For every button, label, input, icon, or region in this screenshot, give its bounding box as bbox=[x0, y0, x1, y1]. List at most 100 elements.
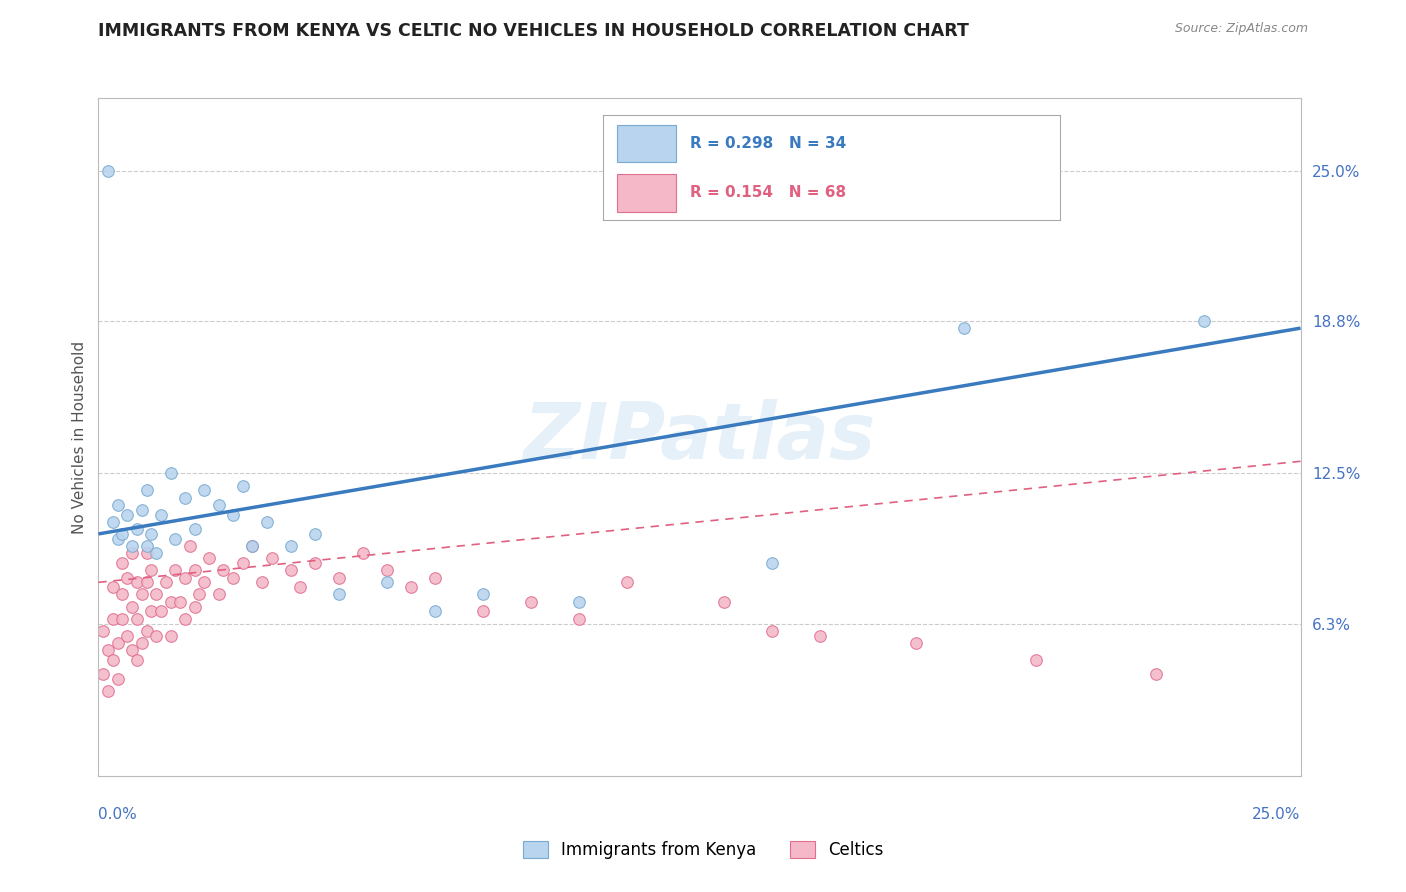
Point bbox=[91, 667, 114, 681]
Point bbox=[198, 551, 221, 566]
Point bbox=[149, 604, 172, 618]
Point bbox=[121, 539, 143, 553]
Point bbox=[131, 502, 153, 516]
Point bbox=[141, 527, 163, 541]
Point bbox=[135, 624, 157, 638]
Point bbox=[145, 629, 167, 643]
Point bbox=[117, 570, 139, 584]
Point bbox=[1144, 667, 1167, 681]
Point bbox=[183, 522, 205, 536]
Point bbox=[135, 539, 157, 553]
Point bbox=[101, 515, 124, 529]
Point bbox=[1194, 314, 1216, 328]
Point bbox=[375, 563, 398, 577]
Point bbox=[107, 532, 129, 546]
Text: 25.0%: 25.0% bbox=[1253, 807, 1301, 822]
Text: 0.0%: 0.0% bbox=[98, 807, 138, 822]
Point bbox=[97, 643, 120, 657]
Point bbox=[117, 508, 139, 522]
Point bbox=[149, 508, 172, 522]
Point bbox=[145, 546, 167, 560]
Point bbox=[107, 498, 129, 512]
Point bbox=[328, 570, 350, 584]
Point bbox=[232, 478, 254, 492]
Text: Source: ZipAtlas.com: Source: ZipAtlas.com bbox=[1174, 22, 1308, 36]
Point bbox=[808, 629, 831, 643]
Point bbox=[188, 587, 211, 601]
Point bbox=[169, 595, 191, 609]
Point bbox=[111, 587, 134, 601]
Point bbox=[107, 672, 129, 686]
Point bbox=[193, 575, 215, 590]
Point bbox=[97, 684, 120, 698]
Point bbox=[568, 612, 591, 626]
Point bbox=[159, 467, 181, 481]
Point bbox=[904, 636, 927, 650]
Point bbox=[155, 575, 177, 590]
Point bbox=[472, 587, 495, 601]
Point bbox=[399, 580, 422, 594]
Point bbox=[280, 563, 302, 577]
Point bbox=[256, 515, 278, 529]
Point bbox=[125, 522, 148, 536]
Point bbox=[121, 643, 143, 657]
Point bbox=[260, 551, 283, 566]
Point bbox=[135, 483, 157, 498]
Point bbox=[159, 629, 181, 643]
Point bbox=[352, 546, 374, 560]
Point bbox=[423, 604, 446, 618]
Point bbox=[240, 539, 263, 553]
Point bbox=[280, 539, 302, 553]
Point bbox=[117, 629, 139, 643]
Point bbox=[165, 532, 187, 546]
Point bbox=[713, 595, 735, 609]
Point bbox=[131, 636, 153, 650]
Point bbox=[125, 653, 148, 667]
Point bbox=[141, 604, 163, 618]
Point bbox=[97, 163, 120, 178]
Point bbox=[304, 527, 326, 541]
Text: IMMIGRANTS FROM KENYA VS CELTIC NO VEHICLES IN HOUSEHOLD CORRELATION CHART: IMMIGRANTS FROM KENYA VS CELTIC NO VEHIC… bbox=[98, 22, 969, 40]
Point bbox=[101, 580, 124, 594]
Point bbox=[240, 539, 263, 553]
Point bbox=[208, 498, 231, 512]
Point bbox=[761, 624, 783, 638]
Point bbox=[131, 587, 153, 601]
Point bbox=[183, 599, 205, 614]
Text: ZIPatlas: ZIPatlas bbox=[523, 399, 876, 475]
Point bbox=[135, 546, 157, 560]
Point bbox=[212, 563, 235, 577]
Point bbox=[125, 612, 148, 626]
Point bbox=[111, 527, 134, 541]
Point bbox=[174, 491, 197, 505]
Point bbox=[1025, 653, 1047, 667]
Point bbox=[290, 580, 312, 594]
Point bbox=[125, 575, 148, 590]
Point bbox=[423, 570, 446, 584]
Point bbox=[159, 595, 181, 609]
Point bbox=[208, 587, 231, 601]
Point bbox=[111, 612, 134, 626]
Point bbox=[472, 604, 495, 618]
Point bbox=[222, 570, 245, 584]
Point bbox=[222, 508, 245, 522]
Point bbox=[107, 636, 129, 650]
Point bbox=[101, 653, 124, 667]
Point bbox=[183, 563, 205, 577]
Point bbox=[121, 546, 143, 560]
Point bbox=[232, 556, 254, 570]
Y-axis label: No Vehicles in Household: No Vehicles in Household bbox=[72, 341, 87, 533]
Point bbox=[174, 570, 197, 584]
Point bbox=[101, 612, 124, 626]
Point bbox=[616, 575, 638, 590]
Point bbox=[568, 595, 591, 609]
Point bbox=[761, 556, 783, 570]
Point bbox=[375, 575, 398, 590]
Legend: Immigrants from Kenya, Celtics: Immigrants from Kenya, Celtics bbox=[516, 834, 890, 866]
Point bbox=[174, 612, 197, 626]
Point bbox=[304, 556, 326, 570]
Point bbox=[145, 587, 167, 601]
Point bbox=[250, 575, 273, 590]
Point bbox=[179, 539, 201, 553]
Point bbox=[135, 575, 157, 590]
